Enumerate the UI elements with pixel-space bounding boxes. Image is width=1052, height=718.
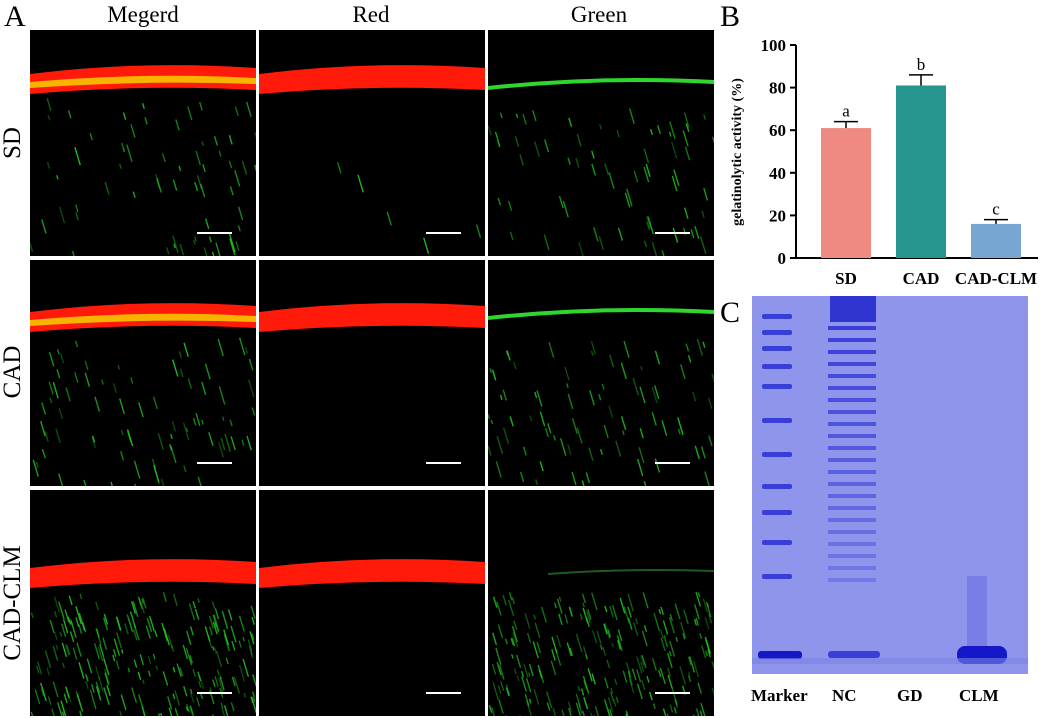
gel-bands (752, 296, 1028, 664)
panel-letter-a: A (4, 0, 26, 33)
significance-letter: c (992, 200, 1000, 219)
y-tick-label: 0 (778, 249, 787, 268)
scale-bar (426, 232, 461, 234)
nc-band (828, 470, 876, 474)
marker-band (762, 364, 792, 369)
row-label-cad-clm: CAD-CLM (0, 545, 26, 661)
scale-bar (426, 692, 461, 694)
nc-band (828, 326, 876, 330)
marker-band (762, 484, 792, 489)
y-tick-label: 60 (769, 121, 786, 140)
column-header-red: Red (352, 2, 390, 27)
lane-label-clm: CLM (959, 686, 999, 705)
significance-letter: b (917, 55, 926, 74)
y-tick-label: 20 (769, 206, 786, 225)
nc-band (830, 296, 876, 322)
micrograph-cad-clm-red (259, 490, 485, 716)
nc-band (828, 530, 876, 534)
nc-band (828, 506, 876, 510)
marker-band (762, 452, 792, 457)
y-axis-label: gelatinolytic activity (%) (730, 78, 745, 226)
nc-band (828, 518, 876, 522)
scale-bar (197, 462, 232, 464)
bar-chart: 0 20 40 60 80 100 a SD b CAD c CAD-CLM gelatinolyti… (730, 36, 1038, 288)
nc-band (828, 566, 876, 570)
nc-band (828, 494, 876, 498)
nc-band (828, 386, 876, 390)
marker-band (762, 540, 792, 545)
nc-band (828, 578, 876, 582)
scale-bar (655, 692, 690, 694)
column-header-merged: Megerd (107, 2, 179, 27)
gel-front (752, 658, 1028, 664)
nc-band (828, 362, 876, 366)
scale-bar (197, 692, 232, 694)
x-tick-label: SD (835, 269, 857, 288)
significance-letter: a (842, 102, 850, 121)
scale-bar (426, 462, 461, 464)
lane-label-gd: GD (897, 686, 923, 705)
y-tick-label: 80 (769, 79, 786, 98)
nc-band (828, 338, 876, 342)
marker-band (762, 574, 792, 579)
row-label-cad: CAD (0, 345, 26, 399)
nc-band (828, 554, 876, 558)
nc-band (828, 398, 876, 402)
lane-label-marker: Marker (751, 686, 808, 705)
marker-band (762, 330, 792, 335)
panel-letter-b: B (720, 0, 741, 33)
nc-band (828, 422, 876, 426)
nc-band (828, 434, 876, 438)
nc-band (828, 446, 876, 450)
micrograph-sd-red (259, 30, 485, 256)
bar-cad (896, 85, 946, 258)
scale-bar (197, 232, 232, 234)
marker-band (762, 346, 792, 351)
bar-cad-clm (971, 223, 1021, 258)
x-tick-label: CAD (903, 269, 940, 288)
nc-band (828, 482, 876, 486)
nc-band (828, 350, 876, 354)
micrograph-cad-green (488, 260, 714, 486)
gel-image (752, 296, 1028, 674)
micrograph-cad-merged (30, 260, 256, 486)
micrograph-sd-green (488, 30, 714, 256)
panel-letter-c: C (720, 296, 741, 329)
marker-band (758, 651, 802, 659)
scale-bar (655, 462, 690, 464)
nc-band (828, 374, 876, 378)
y-tick-label: 100 (761, 36, 787, 55)
x-tick-label: CAD-CLM (955, 269, 1037, 288)
lane-label-nc: NC (832, 686, 857, 705)
scale-bar (655, 232, 690, 234)
column-header-green: Green (570, 2, 628, 27)
micrograph-sd-merged (30, 30, 256, 256)
micrograph-cad-red (259, 260, 485, 486)
nc-band (828, 410, 876, 414)
marker-band (762, 418, 792, 423)
marker-band (762, 384, 792, 389)
clm-smear (967, 576, 987, 646)
marker-band (762, 510, 792, 515)
marker-band (762, 314, 792, 319)
y-tick-label: 40 (769, 164, 786, 183)
nc-band (828, 458, 876, 462)
bar-sd (821, 128, 871, 258)
micrograph-cad-clm-green (488, 490, 714, 716)
nc-band (828, 651, 880, 658)
nc-band (828, 542, 876, 546)
micrograph-cad-clm-merged (30, 490, 256, 716)
